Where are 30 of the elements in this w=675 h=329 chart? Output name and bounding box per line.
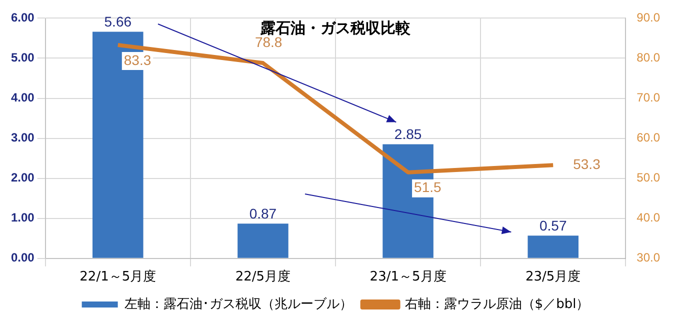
legend-label: 右軸：露ウラル原油（$／bbl）: [404, 296, 590, 312]
bar: [238, 224, 288, 258]
x-tick-label: 23/1～5月度: [370, 268, 446, 285]
y-tick-label: 5.00: [10, 50, 35, 65]
data-label: 5.66: [104, 14, 132, 30]
bar: [528, 236, 578, 258]
data-label: 51.5: [414, 179, 442, 196]
y-tick-label: 0.00: [10, 250, 35, 265]
data-label: 0.87: [249, 205, 277, 222]
data-label: 2.85: [394, 126, 422, 142]
y2-tick-label: 60.0: [636, 130, 660, 145]
y2-tick-label: 30.0: [636, 250, 660, 265]
y-tick-label: 4.00: [10, 90, 35, 105]
x-tick-label: 22/1～5月度: [80, 268, 156, 285]
data-label: 53.3: [573, 156, 601, 172]
y-tick-label: 3.00: [10, 130, 35, 145]
y2-tick-label: 80.0: [636, 50, 660, 65]
y2-tick-label: 50.0: [636, 170, 660, 185]
chart-title: 露石油・ガス税収比較: [260, 19, 412, 38]
y-tick-label: 2.00: [10, 170, 35, 185]
y2-tick-label: 70.0: [636, 90, 660, 105]
data-label: 83.3: [124, 52, 152, 68]
x-tick-label: 23/5月度: [526, 268, 581, 285]
y2-tick-label: 40.0: [636, 210, 660, 225]
y-tick-label: 6.00: [10, 10, 35, 25]
y2-tick-label: 90.0: [636, 10, 660, 25]
y-tick-label: 1.00: [10, 210, 35, 225]
x-tick-label: 22/5月度: [235, 268, 291, 285]
legend-label: 左軸：露石油･ガス税収（兆ルーブル）: [124, 296, 352, 312]
data-label: 0.57: [539, 217, 567, 234]
